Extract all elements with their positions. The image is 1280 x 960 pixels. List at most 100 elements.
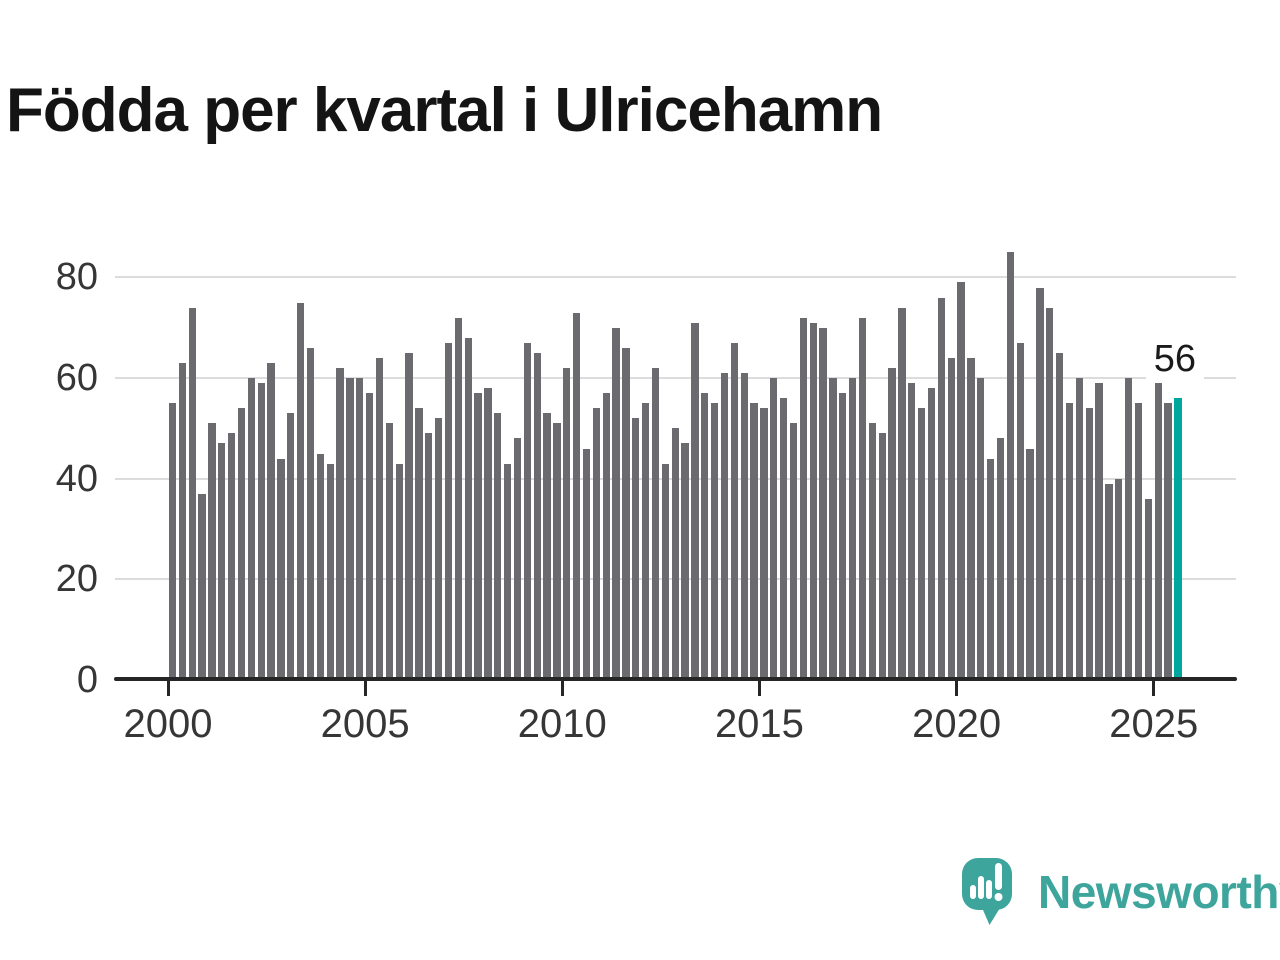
bar: [385, 423, 393, 680]
bar: [720, 373, 729, 680]
bar: [1164, 403, 1172, 680]
bar: [375, 357, 384, 680]
bar: [858, 317, 867, 680]
bar: [740, 373, 748, 680]
bar: [228, 433, 236, 680]
x-axis-tick: [1152, 681, 1156, 696]
bar: [1065, 403, 1074, 680]
bar: [573, 312, 581, 680]
bar: [346, 378, 354, 680]
bar: [1154, 383, 1162, 680]
bar: [247, 378, 255, 680]
bar: [257, 383, 265, 680]
bar: [277, 458, 285, 680]
x-axis-tick: [363, 681, 367, 696]
bar: [750, 403, 758, 680]
bar: [711, 403, 719, 680]
bar: [1006, 252, 1014, 680]
bar: [218, 443, 226, 680]
bar: [651, 368, 660, 680]
bar: [553, 423, 561, 680]
bar: [878, 433, 886, 680]
bar: [908, 383, 916, 680]
x-axis-tick: [955, 681, 959, 696]
bar: [435, 418, 443, 680]
bar: [632, 418, 640, 680]
bar: [1085, 408, 1093, 680]
bar: [681, 443, 689, 680]
bar: [760, 408, 768, 680]
newsworthy-wordmark: Newsworthy: [1038, 866, 1280, 918]
bar: [178, 362, 186, 680]
bar: [918, 408, 926, 680]
y-axis-tick-label: 20: [55, 558, 98, 601]
bar: [494, 413, 502, 680]
bar: [1095, 383, 1103, 680]
bar: [849, 378, 857, 680]
highlight-value-label: 56: [1145, 339, 1204, 379]
bar: [474, 393, 482, 680]
bar: [405, 352, 413, 680]
bar: [701, 393, 709, 680]
x-axis-tick-label: 2020: [912, 702, 1002, 746]
bar: [927, 388, 936, 680]
bar: [671, 428, 679, 680]
bar: [730, 342, 738, 680]
x-axis-tick-label: 2005: [320, 702, 410, 746]
bar: [898, 307, 906, 680]
bar: [977, 378, 985, 680]
bar: [996, 438, 1005, 680]
bar: [937, 297, 945, 680]
bar: [839, 393, 847, 680]
gridline: [115, 377, 1236, 380]
bar: [642, 403, 650, 680]
bar: [1036, 287, 1044, 680]
bar: [592, 408, 600, 680]
bar: [237, 408, 246, 680]
bar: [356, 378, 364, 680]
x-axis-tick-label: 2000: [123, 702, 213, 746]
bar: [395, 463, 403, 680]
bar: [1075, 378, 1083, 680]
bar: [563, 368, 571, 680]
bar: [957, 282, 965, 680]
bar: [1026, 448, 1034, 680]
bar: [819, 327, 827, 680]
bar: [602, 393, 610, 680]
y-axis-tick-label: 80: [55, 256, 98, 299]
bar: [947, 357, 955, 680]
bar: [267, 362, 275, 680]
bar: [612, 327, 620, 680]
bar: [198, 493, 206, 680]
y-axis-tick-label: 0: [76, 659, 98, 701]
bar: [425, 433, 433, 680]
bar: [888, 368, 896, 680]
bar: [1144, 498, 1152, 680]
bar: [1056, 352, 1064, 680]
y-axis-tick-label: 40: [55, 457, 98, 500]
bar: [967, 357, 975, 680]
x-axis-line: [114, 677, 1237, 681]
highlight-bar: [1174, 398, 1182, 680]
newsworthy-speech-bubble-chart-icon: [962, 858, 1012, 925]
bar: [504, 463, 512, 680]
bar: [168, 403, 177, 680]
x-axis-tick: [757, 681, 761, 696]
bar: [1016, 342, 1024, 680]
y-axis-tick-label: 60: [55, 357, 98, 400]
bar: [454, 317, 462, 680]
bar: [326, 463, 334, 680]
page-title: Födda per kvartal i Ulricehamn: [6, 75, 883, 145]
bar: [208, 423, 216, 680]
bar: [987, 458, 995, 680]
bar: [1134, 403, 1143, 680]
bar: [336, 368, 344, 680]
bar: [780, 398, 788, 680]
bar: [543, 413, 551, 680]
bar: [661, 463, 669, 680]
bar: [306, 347, 315, 680]
bar: [799, 317, 807, 680]
x-axis-tick-label: 2010: [517, 702, 607, 746]
bar: [533, 352, 541, 680]
bar: [523, 342, 531, 680]
